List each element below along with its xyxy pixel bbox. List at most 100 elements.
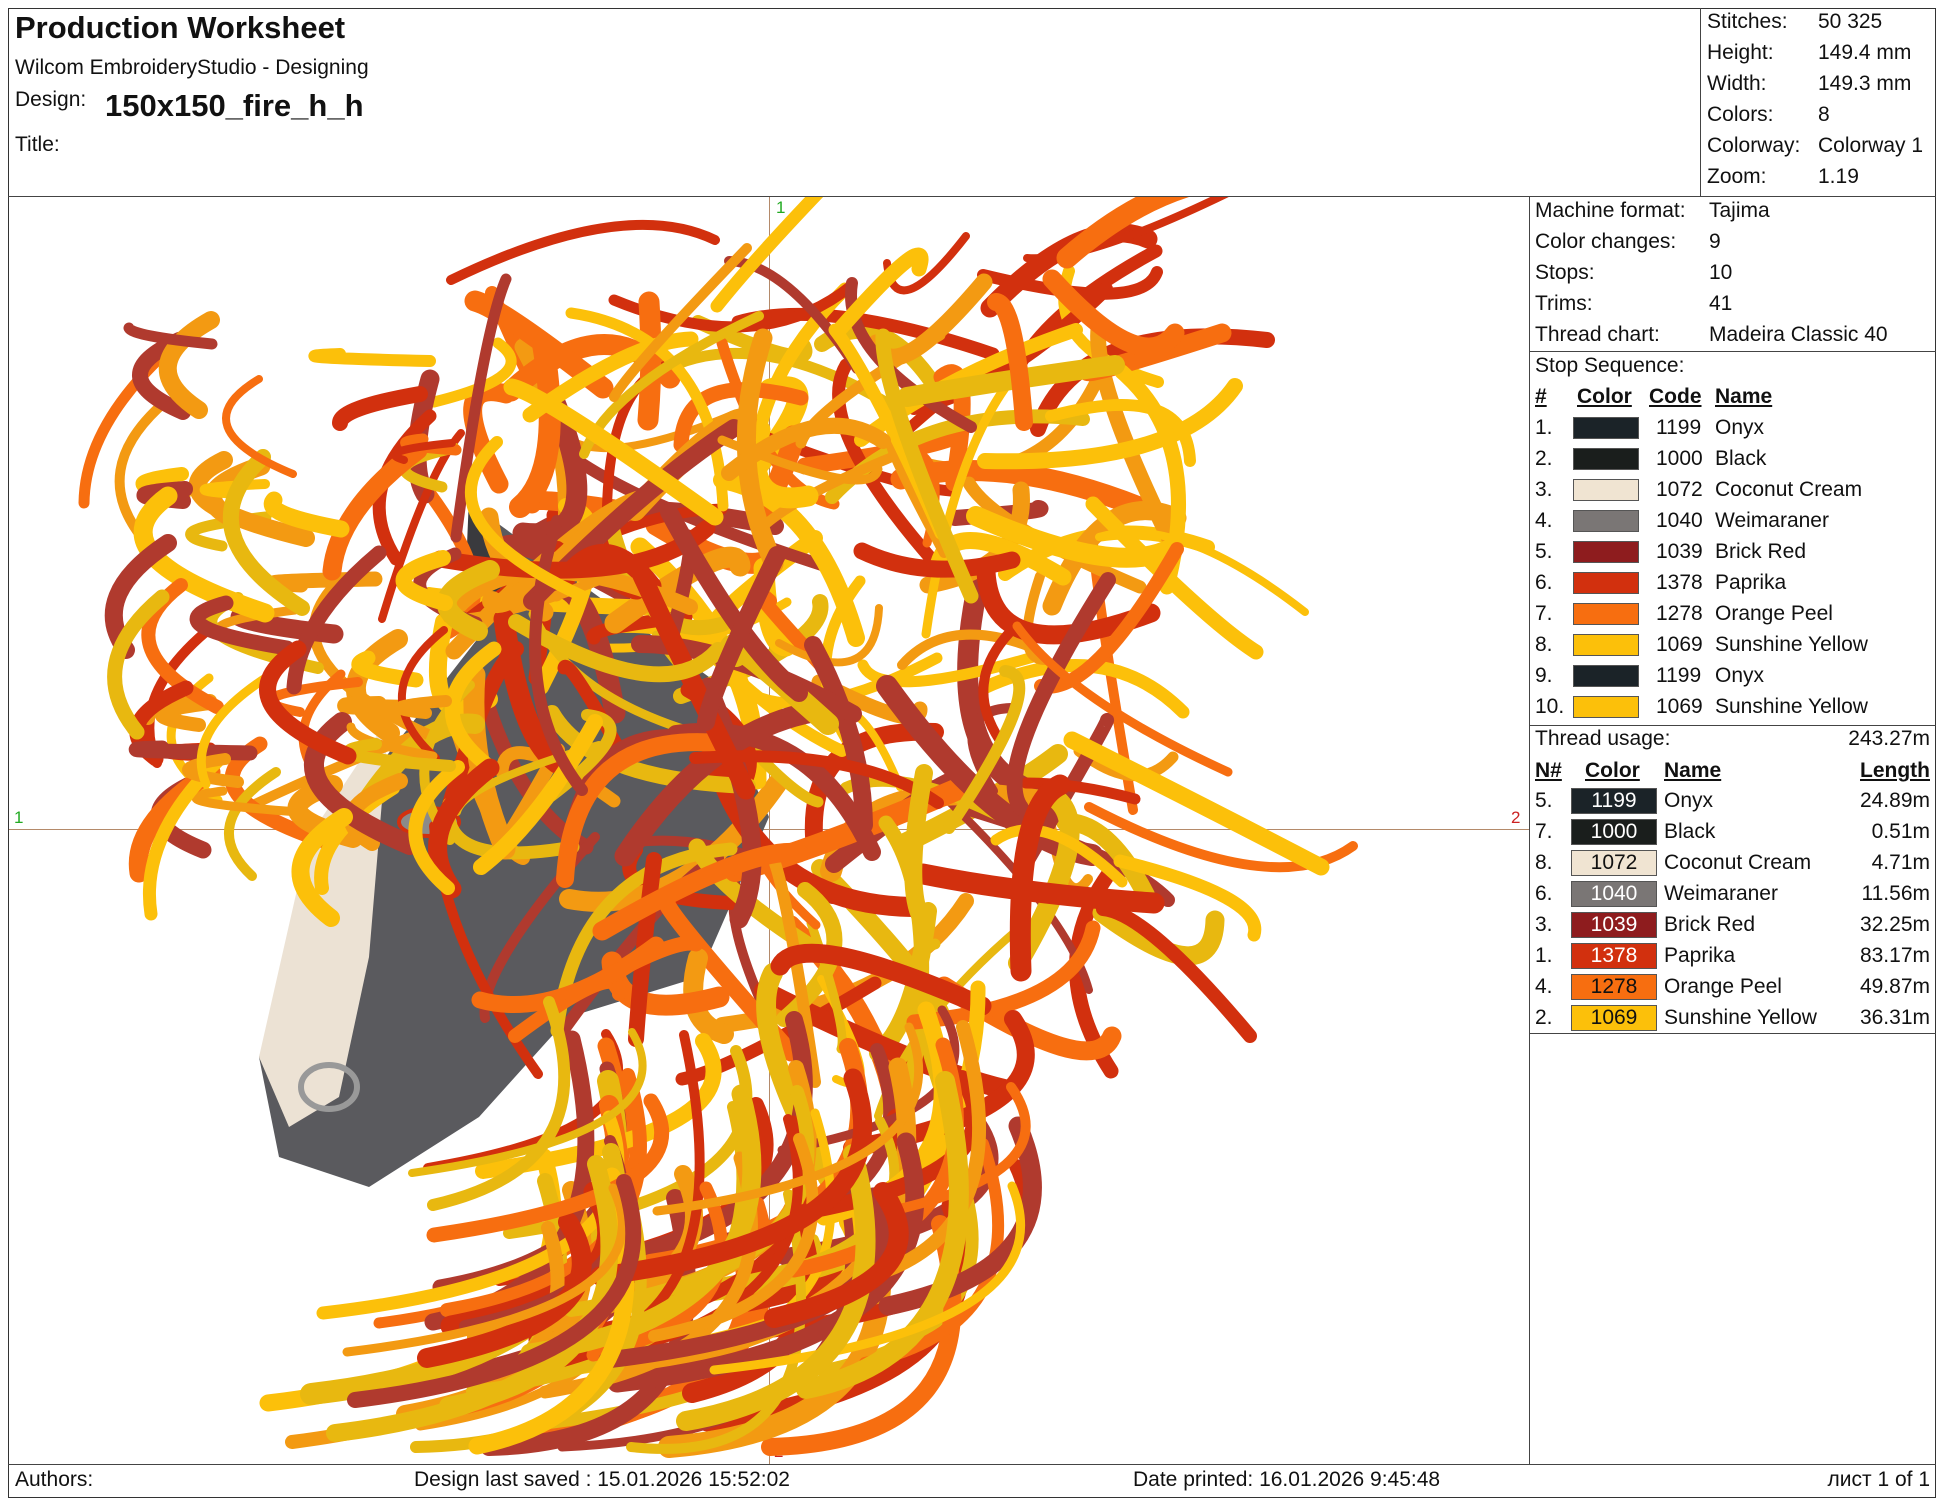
- thread-code: 1000: [1656, 447, 1703, 470]
- mane-flame: [875, 328, 979, 604]
- mane-flame: [897, 629, 1033, 670]
- thread-name: Coconut Cream: [1715, 478, 1863, 501]
- color-swatch-code: 1039: [1571, 912, 1657, 938]
- thread-name: Sunshine Yellow: [1715, 633, 1868, 656]
- usage-num: 3.: [1535, 913, 1553, 936]
- mane-flame: [512, 389, 588, 545]
- forelock-flame: [263, 491, 350, 538]
- forelock-flame: [332, 386, 428, 431]
- stop-num: 2.: [1535, 447, 1553, 470]
- mane-flame: [1042, 269, 1185, 357]
- summary-label: Stitches:: [1707, 10, 1788, 33]
- color-swatch: [1573, 665, 1639, 687]
- summary-value: 149.3 mm: [1818, 72, 1912, 95]
- neck-flame: [408, 1028, 647, 1177]
- usage-num: 8.: [1535, 851, 1553, 874]
- color-swatch: [1573, 417, 1639, 439]
- machine-label: Stops:: [1535, 261, 1595, 284]
- mane-flame: [1096, 902, 1257, 1043]
- col-name: Name: [1664, 759, 1722, 782]
- thread-name: Weimaraner: [1664, 882, 1778, 905]
- color-swatch-code: 1069: [1571, 1005, 1657, 1031]
- machine-value: 9: [1709, 230, 1721, 253]
- mane-flame: [775, 604, 883, 667]
- machine-label: Color changes:: [1535, 230, 1677, 253]
- summary-label: Height:: [1707, 41, 1774, 64]
- forelock-flame: [123, 322, 218, 350]
- color-swatch-code: 1040: [1571, 881, 1657, 907]
- thread-length: 24.89m: [1859, 789, 1930, 812]
- thread-name: Orange Peel: [1715, 602, 1833, 625]
- thread-length: 83.17m: [1859, 944, 1930, 967]
- thread-name: Sunshine Yellow: [1664, 1006, 1817, 1029]
- crosshair-horizontal: [9, 829, 1529, 830]
- thread-name: Coconut Cream: [1664, 851, 1812, 874]
- machine-label: Machine format:: [1535, 199, 1686, 222]
- embroidery-design-preview: [78, 197, 1358, 1458]
- forelock-flame: [394, 695, 452, 719]
- mane-flame: [943, 665, 1026, 834]
- thread-name: Onyx: [1664, 789, 1714, 812]
- mane-flame: [1020, 777, 1141, 805]
- stop-num: 5.: [1535, 540, 1553, 563]
- thread-code: 1039: [1656, 540, 1703, 563]
- panel-divider: [1529, 196, 1530, 1464]
- mane-flame: [710, 197, 824, 313]
- page-title: Production Worksheet: [15, 10, 346, 45]
- neck-flame: [777, 1005, 960, 1155]
- thread-code: 1040: [1656, 509, 1703, 532]
- thread-name: Orange Peel: [1664, 975, 1782, 998]
- color-swatch: [1573, 479, 1639, 501]
- neck-flame: [347, 1174, 642, 1408]
- mane-flame: [853, 542, 1021, 578]
- neck-flame: [520, 1084, 762, 1363]
- mane-flame: [906, 920, 1101, 1030]
- forelock-flame: [337, 696, 416, 716]
- machine-value: Madeira Classic 40: [1709, 323, 1888, 346]
- mane-flame: [1012, 621, 1233, 777]
- mane-flame: [770, 943, 992, 1016]
- mane-flame: [609, 243, 752, 402]
- neck-flame: [475, 1033, 722, 1179]
- color-swatch-code: 1000: [1571, 819, 1657, 845]
- forelock-flame: [182, 753, 244, 788]
- color-swatch-code: 1378: [1571, 943, 1657, 969]
- stop-num: 10.: [1535, 695, 1565, 718]
- thread-usage-title: Thread usage:: [1535, 727, 1671, 750]
- thread-code: 1378: [1656, 571, 1703, 594]
- forelock-flame: [189, 595, 295, 656]
- neck-flame: [764, 1182, 909, 1328]
- col-name: Name: [1715, 385, 1773, 408]
- color-swatch: [1573, 603, 1639, 625]
- forelock-flame: [398, 626, 448, 762]
- divider: [1529, 1033, 1936, 1034]
- forelock-flame: [291, 808, 353, 927]
- marker-left: 1: [14, 808, 24, 827]
- mane-flame: [804, 636, 873, 834]
- thread-usage-total: 243.27m: [1848, 727, 1930, 750]
- mane-flame: [473, 714, 603, 875]
- thread-length: 49.87m: [1859, 975, 1930, 998]
- mane-flame: [592, 842, 809, 941]
- col-length: Length: [1860, 759, 1930, 782]
- color-swatch-code: 1072: [1571, 850, 1657, 876]
- page-number: лист 1 of 1: [1827, 1468, 1930, 1491]
- forelock-flame: [191, 786, 305, 817]
- mane-flame: [1023, 197, 1229, 263]
- marker-top: 1: [776, 198, 786, 217]
- last-saved: Design last saved : 15.01.2026 15:52:02: [414, 1468, 790, 1491]
- mane-flame: [493, 608, 568, 774]
- thread-code: 1199: [1656, 416, 1702, 439]
- forelock-flame: [224, 767, 281, 881]
- forelock-flame: [128, 740, 258, 761]
- thread-name: Paprika: [1715, 571, 1787, 594]
- stop-num: 6.: [1535, 571, 1553, 594]
- forelock-flame: [351, 650, 424, 688]
- forelock-flame: [390, 439, 456, 464]
- thread-name: Sunshine Yellow: [1715, 695, 1868, 718]
- design-name: 150x150_fire_h_h: [105, 88, 364, 123]
- mane-flame: [637, 291, 662, 431]
- neck-flame: [427, 996, 571, 1211]
- mane-flame: [987, 293, 1033, 431]
- forelock-flame: [188, 451, 315, 547]
